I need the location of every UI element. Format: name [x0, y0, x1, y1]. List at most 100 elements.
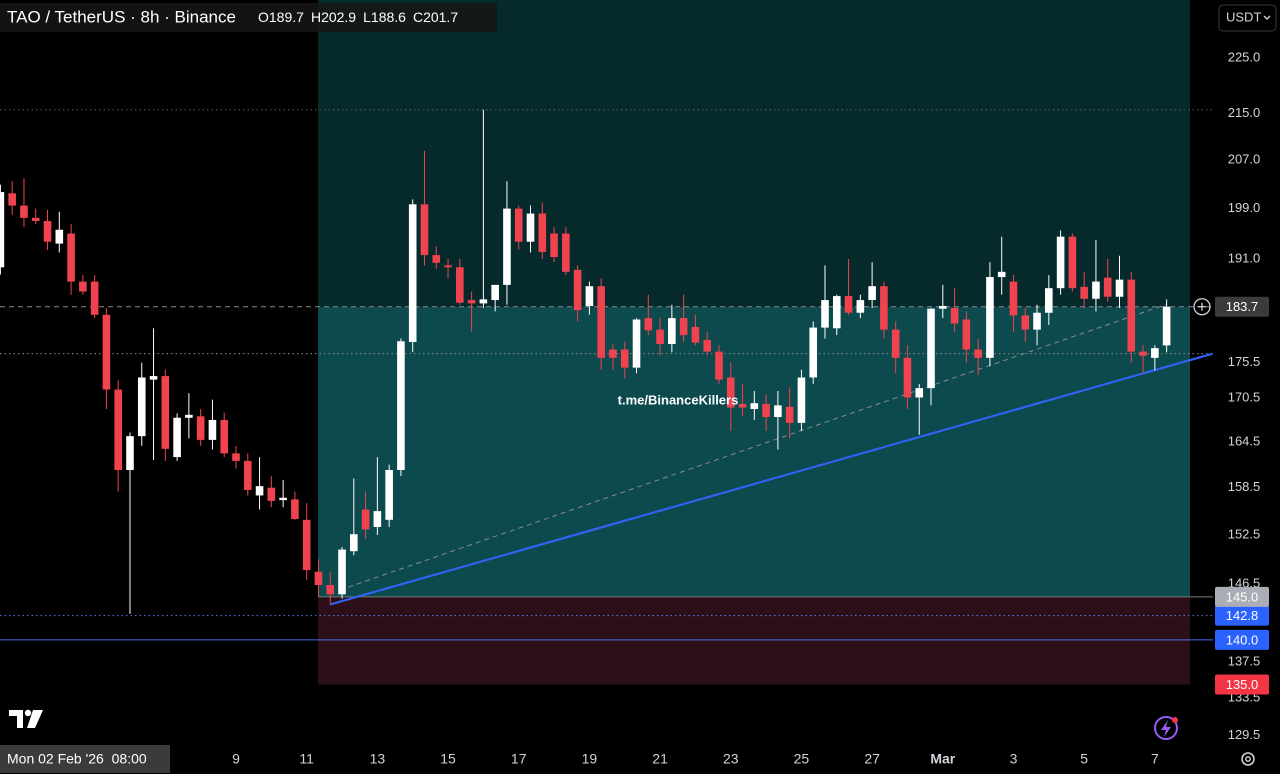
candle-body: [538, 213, 547, 252]
candle-body: [856, 300, 865, 313]
candle-body: [149, 376, 158, 380]
candle-body: [821, 300, 829, 328]
price-badge: [1215, 674, 1269, 695]
candle-body: [620, 349, 629, 368]
x-tick-label: 13: [370, 751, 386, 767]
candle-body: [903, 357, 912, 398]
candle-body: [703, 339, 711, 352]
y-tick-label: 129.5: [1228, 727, 1261, 742]
candle-body: [338, 549, 346, 595]
candle-body: [467, 300, 476, 304]
candle-body: [644, 318, 653, 331]
loss-zone: [318, 596, 1190, 685]
candle-body: [550, 233, 558, 258]
logo: [9, 709, 43, 728]
candle-body: [1068, 236, 1077, 289]
legend-value: 189.7: [269, 9, 304, 25]
x-tick-label: 5: [1080, 751, 1088, 767]
candle-body: [797, 377, 806, 423]
candle-body: [432, 255, 441, 263]
candle-body: [8, 193, 16, 206]
candle-body: [1080, 286, 1088, 299]
candle-body: [102, 314, 111, 390]
candles: [0, 109, 1171, 614]
candle-body: [55, 229, 64, 244]
price-badge-label: 183.7: [1226, 299, 1259, 314]
legend-value: 202.9: [321, 9, 356, 25]
candle-body: [408, 204, 417, 342]
y-tick-label: 199.0: [1228, 200, 1261, 215]
price-badge: [1215, 629, 1269, 650]
x-tick-label: 21: [652, 751, 668, 767]
trend-line: [329, 352, 1213, 606]
candle-body: [1115, 279, 1124, 297]
y-tick-label: 158.5: [1228, 479, 1261, 494]
candle-body: [279, 497, 287, 501]
legend-value: 201.7: [423, 9, 458, 25]
time-axis-bg: [0, 745, 1280, 774]
candle-body: [997, 271, 1006, 278]
candle-body: [255, 486, 264, 496]
candle-body: [126, 436, 134, 471]
x-tick-label: 15: [440, 751, 456, 767]
y-tick-label: 225.0: [1228, 49, 1261, 64]
candle-body: [1021, 315, 1030, 330]
candle-body: [373, 511, 382, 527]
header-bg: [0, 3, 497, 32]
candle-body: [31, 217, 40, 221]
x-tick-label: 17: [511, 751, 527, 767]
candle-body: [90, 281, 99, 315]
candle-body: [562, 233, 570, 272]
profit-zone: [318, 306, 1190, 597]
candle-body: [809, 327, 818, 378]
legend-key: H: [311, 9, 321, 25]
candle-body: [503, 208, 511, 285]
candle-body: [656, 329, 664, 345]
candle-body: [726, 377, 735, 408]
add-alert-icon: [1193, 298, 1211, 316]
candle-body: [1092, 281, 1100, 299]
price-badge-label: 140.0: [1226, 632, 1259, 647]
candle-body: [1151, 348, 1159, 358]
candle-body: [1056, 236, 1065, 289]
candle-body: [939, 306, 947, 309]
legend-key: L: [363, 9, 371, 25]
candle-body: [514, 208, 523, 242]
candle-body: [785, 406, 794, 423]
y-tick-label: 164.5: [1228, 434, 1261, 449]
y-tick-label: 152.5: [1228, 526, 1261, 541]
candle-body: [267, 487, 276, 501]
zones: [318, 0, 1190, 685]
watermark: t.me/BinanceKillers: [618, 392, 739, 407]
currency-button[interactable]: USDT: [1218, 4, 1277, 32]
candle-body: [232, 453, 240, 461]
candle-body: [1103, 277, 1112, 297]
candle-body: [243, 460, 252, 490]
ohlc-legend: O189.7 H202.9 L188.6 C201.7: [258, 9, 458, 25]
candle-body: [915, 388, 924, 398]
settings-button[interactable]: [1241, 752, 1255, 766]
candle-body: [43, 220, 52, 242]
trend-line: [339, 304, 1166, 591]
candle-body: [137, 377, 146, 437]
candle-body: [1127, 279, 1136, 352]
price-badge-label: 145.0: [1226, 589, 1259, 604]
candle-body: [1045, 288, 1053, 313]
candle-body: [750, 403, 759, 410]
candle-body: [220, 419, 229, 454]
legend-value: 188.6: [371, 9, 406, 25]
y-tick-label: 215.0: [1228, 105, 1261, 120]
legend-key: C: [413, 9, 423, 25]
x-tick-label: 3: [1010, 751, 1018, 767]
candle-body: [597, 286, 605, 358]
candle-body: [950, 308, 959, 324]
candle-body: [927, 308, 935, 389]
y-tick-label: 170.5: [1228, 390, 1261, 405]
candle-body: [1162, 306, 1171, 346]
candle-body: [526, 213, 535, 242]
candle-body: [196, 416, 205, 440]
candle-body: [632, 319, 641, 368]
lightning-button[interactable]: [1154, 716, 1178, 740]
